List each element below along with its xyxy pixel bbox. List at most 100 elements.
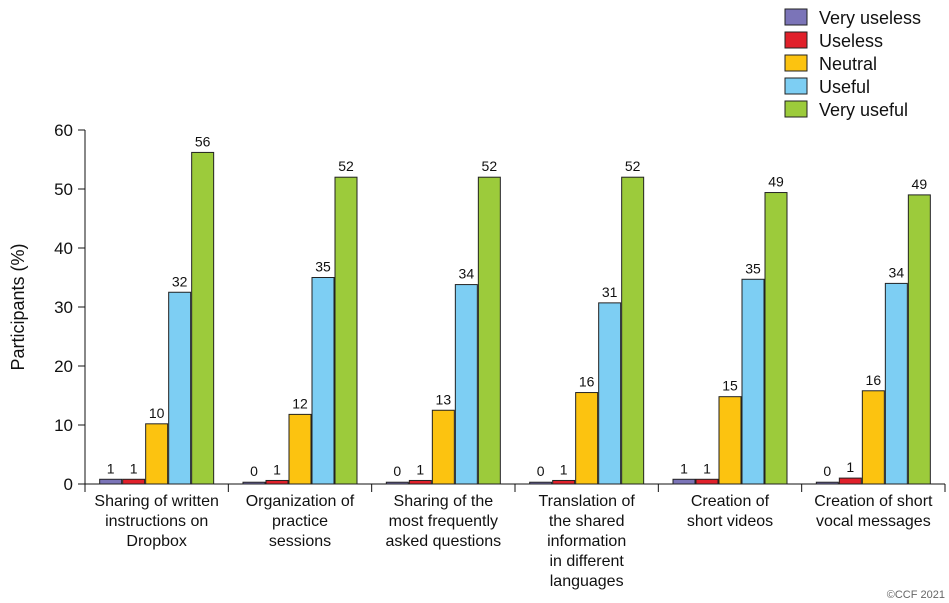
legend-entry: Neutral bbox=[819, 54, 877, 74]
bar bbox=[191, 151, 215, 485]
x-category-label-line: Translation of bbox=[538, 493, 635, 510]
x-category-label-line: in different bbox=[549, 553, 624, 570]
legend-swatch bbox=[784, 100, 808, 118]
data-label: 1 bbox=[680, 460, 688, 476]
bar bbox=[265, 479, 289, 485]
y-tick-label: 30 bbox=[54, 298, 73, 317]
data-label: 1 bbox=[107, 460, 115, 476]
bar bbox=[477, 176, 501, 485]
x-category-label-line: instructions on bbox=[105, 513, 208, 530]
data-label: 34 bbox=[459, 266, 475, 282]
x-category-label: Creation of short vocal messages bbox=[814, 493, 933, 530]
y-tick-label: 60 bbox=[54, 121, 73, 140]
bar bbox=[431, 409, 455, 485]
data-label: 34 bbox=[889, 264, 905, 280]
x-category-label: Creation of short videos bbox=[687, 493, 773, 530]
data-label: 35 bbox=[315, 259, 331, 275]
data-label: 1 bbox=[846, 459, 854, 475]
data-label: 1 bbox=[560, 461, 568, 477]
copyright-notice: ©CCF 2021 bbox=[886, 589, 945, 601]
x-category-label-line: Sharing of written bbox=[94, 493, 219, 510]
x-category-label: Translation of the shared information in di… bbox=[538, 493, 635, 590]
data-label: 49 bbox=[912, 176, 928, 192]
data-label: 0 bbox=[537, 463, 545, 479]
bar bbox=[838, 477, 862, 485]
bar bbox=[99, 478, 123, 485]
bar bbox=[815, 481, 839, 485]
y-tick-label: 0 bbox=[64, 475, 73, 494]
bar bbox=[672, 478, 696, 485]
x-category-label-line: Creation of short bbox=[814, 493, 933, 510]
data-label: 1 bbox=[273, 461, 281, 477]
x-category-label-line: Creation of bbox=[691, 493, 770, 510]
data-label: 13 bbox=[436, 391, 452, 407]
data-label: 0 bbox=[250, 463, 258, 479]
legend-swatch bbox=[784, 54, 808, 72]
bar bbox=[695, 478, 719, 485]
data-label: 49 bbox=[768, 174, 784, 190]
bar bbox=[242, 481, 266, 485]
bar bbox=[621, 176, 645, 485]
data-label: 31 bbox=[602, 284, 618, 300]
legend-entry: Useful bbox=[819, 77, 870, 97]
bar bbox=[334, 176, 358, 485]
bar bbox=[311, 277, 335, 485]
x-category-label-line: practice bbox=[272, 513, 328, 530]
data-label: 1 bbox=[703, 460, 711, 476]
data-label: 1 bbox=[130, 460, 138, 476]
bar bbox=[529, 481, 553, 485]
data-label: 35 bbox=[745, 260, 761, 276]
x-category-label-line: vocal messages bbox=[816, 513, 931, 530]
y-tick-label: 20 bbox=[54, 357, 73, 376]
legend-swatch bbox=[784, 77, 808, 95]
x-category-label-line: sessions bbox=[269, 533, 331, 550]
x-category-label-line: languages bbox=[550, 573, 624, 590]
bar bbox=[718, 396, 742, 485]
data-label: 16 bbox=[579, 374, 595, 390]
bar bbox=[884, 282, 908, 485]
legend-entry: Very useless bbox=[819, 8, 921, 28]
x-category-label-line: asked questions bbox=[386, 533, 502, 550]
x-category-label-line: most frequently bbox=[389, 513, 498, 530]
data-label: 52 bbox=[482, 158, 498, 174]
data-label: 52 bbox=[625, 158, 641, 174]
x-category-label: Organization of practice sessions bbox=[246, 493, 355, 550]
data-label: 12 bbox=[292, 395, 308, 411]
data-label: 52 bbox=[338, 158, 354, 174]
data-label: 10 bbox=[149, 405, 165, 421]
y-tick-label: 10 bbox=[54, 416, 73, 435]
legend-swatch bbox=[784, 8, 808, 26]
bar bbox=[552, 479, 576, 485]
bar bbox=[385, 481, 409, 485]
bar bbox=[288, 413, 312, 485]
legend: Very useless Useless Neutral Useful Very use… bbox=[784, 8, 921, 120]
x-category-label-line: short videos bbox=[687, 513, 773, 530]
y-axis-title: Participants (%) bbox=[8, 243, 28, 370]
data-label: 0 bbox=[823, 463, 831, 479]
bar bbox=[907, 194, 931, 485]
x-category-label-line: Organization of bbox=[246, 493, 355, 510]
bar bbox=[861, 390, 885, 485]
y-tick-label: 50 bbox=[54, 180, 73, 199]
data-label: 56 bbox=[195, 133, 211, 149]
legend-entry: Very useful bbox=[819, 100, 908, 120]
bar bbox=[575, 392, 599, 485]
bar bbox=[764, 192, 788, 485]
data-label: 16 bbox=[866, 372, 882, 388]
data-label: 32 bbox=[172, 273, 188, 289]
bar bbox=[122, 478, 146, 485]
bar bbox=[408, 479, 432, 485]
data-label: 0 bbox=[393, 463, 401, 479]
data-label: 15 bbox=[722, 378, 738, 394]
y-tick-label: 40 bbox=[54, 239, 73, 258]
x-category-label-line: Dropbox bbox=[126, 533, 186, 550]
x-category-label-line: the shared bbox=[549, 513, 625, 530]
x-category-label-line: Sharing of the bbox=[394, 493, 494, 510]
bar bbox=[145, 423, 169, 485]
data-label: 1 bbox=[416, 461, 424, 477]
x-category-label: Sharing of written instructions on Dropbox bbox=[94, 493, 219, 550]
bar bbox=[598, 302, 622, 485]
